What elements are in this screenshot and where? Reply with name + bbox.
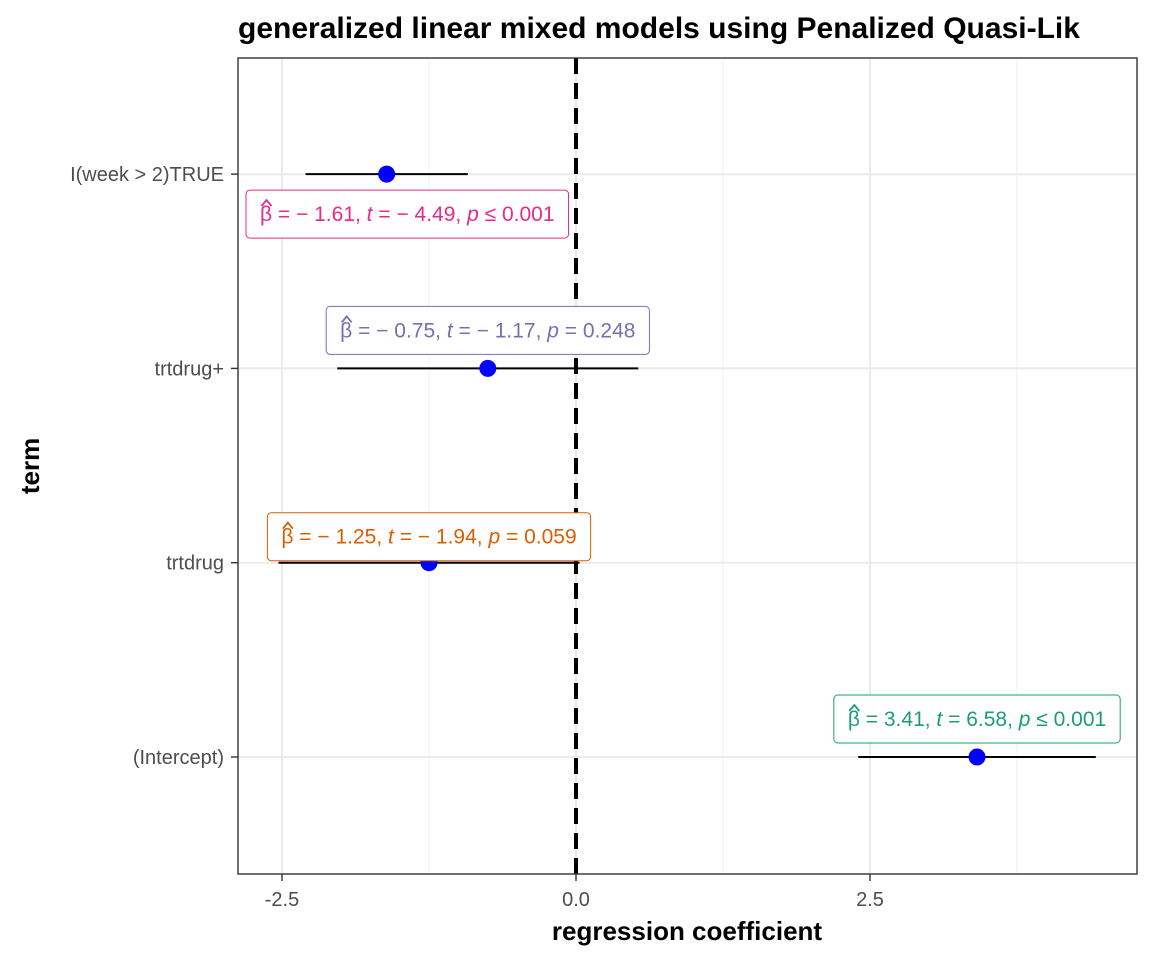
estimate-point — [378, 165, 396, 183]
p-value: = 0.059 — [500, 526, 576, 549]
beta-value: = − 1.61, — [272, 203, 367, 226]
estimate-label-text: β = − 1.25, t = − 1.94, p = 0.059 — [281, 526, 576, 549]
beta-value: = 3.41, — [860, 708, 936, 731]
estimate-label-text: β = 3.41, t = 6.58, p ≤ 0.001 — [848, 708, 1106, 731]
beta-symbol: β — [848, 708, 860, 731]
beta-hat-mark — [282, 521, 294, 530]
panel-border — [237, 57, 1138, 875]
estimate-label-box — [245, 189, 570, 239]
y-tick-label: I(week > 2)TRUE — [70, 164, 224, 186]
p-symbol: p — [546, 319, 559, 342]
t-value: = − 4.49, — [373, 203, 468, 226]
t-value: = − 1.94, — [394, 526, 489, 549]
p-value: ≤ 0.001 — [479, 203, 555, 226]
p-symbol: p — [487, 526, 500, 549]
chart-title: generalized linear mixed models using Pe… — [238, 12, 1080, 45]
p-value: ≤ 0.001 — [1030, 708, 1106, 731]
estimate-label: β = − 0.75, t = − 1.17, p = 0.248 — [325, 305, 650, 355]
estimate-label-box — [266, 512, 592, 562]
t-symbol: t — [367, 203, 374, 226]
y-tick-label: trtdrug+ — [155, 358, 224, 380]
beta-symbol: β — [340, 319, 352, 342]
estimate-label-text: β = − 1.61, t = − 4.49, p ≤ 0.001 — [260, 203, 555, 226]
y-tick-label: (Intercept) — [133, 747, 224, 769]
estimate-label-text: β = − 0.75, t = − 1.17, p = 0.248 — [340, 319, 635, 342]
estimate-label: β = 3.41, t = 6.58, p ≤ 0.001 — [833, 694, 1121, 744]
x-axis-title: regression coefficient — [552, 916, 823, 946]
axes: -2.5 0.0 2.5 (Intercept) trtdrug trtdrug+ I(we… — [70, 164, 884, 911]
t-symbol: t — [447, 319, 454, 342]
beta-hat-mark — [848, 703, 861, 712]
beta-value: = − 1.25, — [293, 526, 388, 549]
estimate-label: β = − 1.25, t = − 1.94, p = 0.059 — [266, 512, 592, 562]
estimate-label: β = − 1.61, t = − 4.49, p ≤ 0.001 — [245, 189, 570, 239]
t-value: = 6.58, — [942, 708, 1018, 731]
beta-hat-mark — [340, 314, 353, 323]
p-value: = 0.248 — [559, 319, 635, 342]
x-tick-label: 0.0 — [562, 889, 590, 911]
beta-symbol: β — [260, 203, 272, 226]
beta-hat-mark — [260, 198, 273, 207]
estimate-label-box — [833, 694, 1121, 744]
x-tick-label: 2.5 — [856, 889, 884, 911]
y-tick-label: trtdrug — [166, 553, 224, 575]
beta-symbol: β — [281, 526, 293, 549]
estimate-label-box — [325, 305, 650, 355]
y-axis-title: term — [15, 438, 45, 494]
p-symbol: p — [1018, 708, 1031, 731]
estimate-point — [479, 359, 497, 377]
beta-value: = − 0.75, — [352, 319, 447, 342]
t-symbol: t — [936, 708, 943, 731]
estimate-point — [968, 748, 986, 766]
x-tick-label: -2.5 — [265, 889, 299, 911]
p-symbol: p — [466, 203, 479, 226]
t-symbol: t — [388, 526, 395, 549]
t-value: = − 1.17, — [453, 319, 548, 342]
